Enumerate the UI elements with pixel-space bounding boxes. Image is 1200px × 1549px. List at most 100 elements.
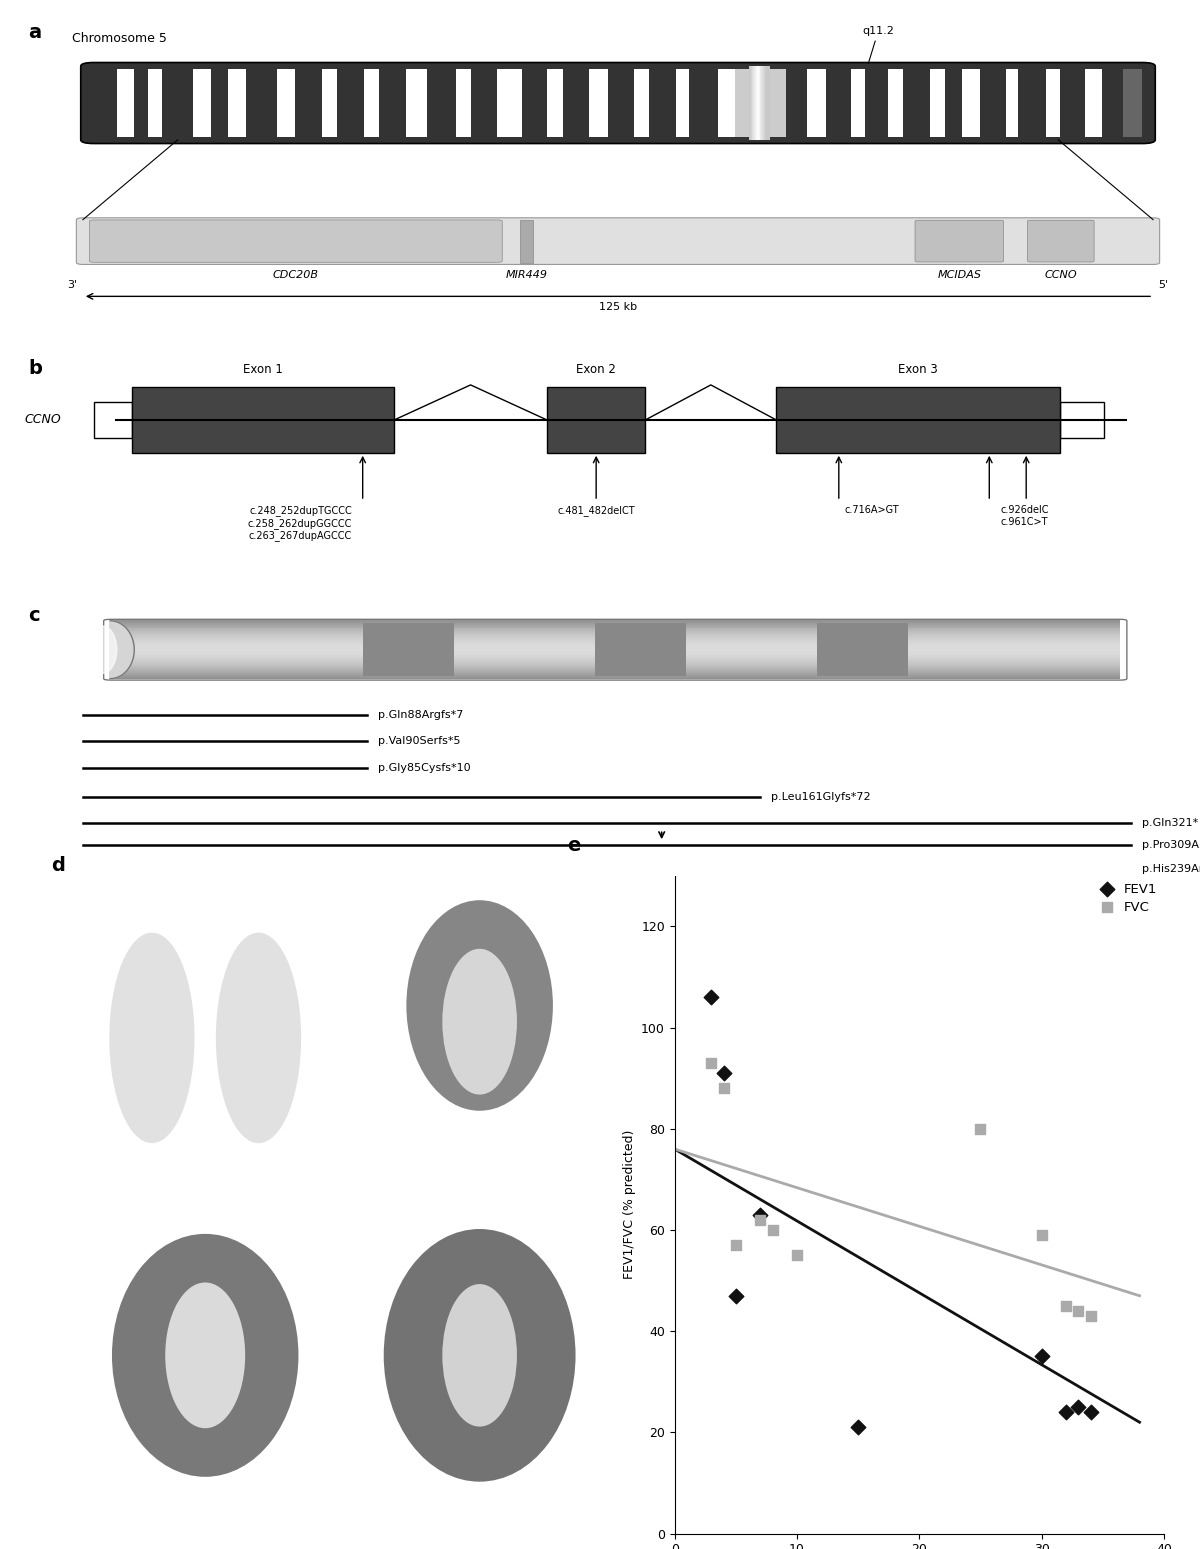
Text: OP-92II1: OP-92II1 xyxy=(80,1174,130,1187)
Bar xyxy=(770,68,786,138)
Bar xyxy=(472,68,498,138)
Bar xyxy=(649,68,676,138)
Bar xyxy=(295,68,323,138)
Text: CCNO: CCNO xyxy=(24,414,61,426)
Bar xyxy=(962,68,979,138)
Bar xyxy=(211,68,228,138)
Bar xyxy=(1045,68,1061,138)
FancyBboxPatch shape xyxy=(80,62,1156,144)
Bar xyxy=(766,67,770,139)
Point xyxy=(751,1202,770,1227)
Text: CCNO: CCNO xyxy=(1044,270,1078,280)
Point xyxy=(1069,1298,1088,1323)
Bar xyxy=(595,623,686,677)
Bar xyxy=(634,68,649,138)
Bar xyxy=(752,68,770,138)
Bar xyxy=(758,67,763,139)
Bar xyxy=(277,68,295,138)
Bar xyxy=(749,67,754,139)
Bar xyxy=(323,68,337,138)
Bar xyxy=(817,623,908,677)
Point xyxy=(763,1218,782,1242)
Text: Exon 1: Exon 1 xyxy=(244,362,283,376)
Bar xyxy=(379,68,407,138)
Bar xyxy=(904,68,930,138)
Text: c.248_252dupTGCCC
c.258_262dupGGCCC
c.263_267dupAGCCC: c.248_252dupTGCCC c.258_262dupGGCCC c.26… xyxy=(247,505,352,542)
Text: p.Gly85Cysfs*10: p.Gly85Cysfs*10 xyxy=(378,762,470,773)
Text: Chromosome 5: Chromosome 5 xyxy=(72,33,167,45)
Bar xyxy=(752,67,757,139)
Bar xyxy=(755,67,760,139)
Bar xyxy=(786,68,806,138)
Bar xyxy=(246,68,277,138)
Polygon shape xyxy=(102,626,116,674)
Bar xyxy=(979,68,1006,138)
Point xyxy=(1032,1345,1051,1369)
FancyBboxPatch shape xyxy=(1027,220,1094,262)
Legend: FEV1, FVC: FEV1, FVC xyxy=(1093,883,1158,914)
Text: p.His239Arg: p.His239Arg xyxy=(1142,864,1200,874)
Point xyxy=(726,1233,745,1258)
Point xyxy=(787,1242,806,1267)
Bar xyxy=(806,68,826,138)
Bar xyxy=(764,67,768,139)
Bar xyxy=(764,67,769,139)
Ellipse shape xyxy=(166,1283,245,1428)
Bar xyxy=(522,68,547,138)
Ellipse shape xyxy=(443,1284,517,1427)
Bar xyxy=(776,387,1061,452)
Bar xyxy=(132,387,394,452)
Bar xyxy=(826,68,851,138)
Bar xyxy=(1085,68,1103,138)
Ellipse shape xyxy=(112,1235,299,1476)
Text: d: d xyxy=(50,857,65,875)
FancyBboxPatch shape xyxy=(916,220,1003,262)
Ellipse shape xyxy=(109,932,194,1143)
Bar xyxy=(94,403,132,437)
Y-axis label: FEV1/FVC (% predicted): FEV1/FVC (% predicted) xyxy=(623,1131,636,1279)
Text: OP-857II1: OP-857II1 xyxy=(80,1507,137,1521)
Bar xyxy=(1061,403,1104,437)
Ellipse shape xyxy=(443,950,517,1095)
Bar xyxy=(930,68,946,138)
Point xyxy=(848,1414,868,1439)
Bar xyxy=(193,68,211,138)
Point xyxy=(702,985,721,1010)
Bar xyxy=(689,68,718,138)
Bar xyxy=(607,68,634,138)
Bar xyxy=(751,67,755,139)
Text: MCIDAS: MCIDAS xyxy=(937,270,982,280)
Bar xyxy=(1006,68,1019,138)
Text: c.926delC
c.961C>T: c.926delC c.961C>T xyxy=(1001,505,1049,527)
Bar xyxy=(751,67,756,139)
Bar xyxy=(760,67,764,139)
Bar xyxy=(1123,68,1142,138)
Text: c.716A>GT: c.716A>GT xyxy=(845,505,899,516)
Bar xyxy=(888,68,904,138)
Text: 3': 3' xyxy=(67,280,78,290)
Bar xyxy=(547,387,646,452)
Bar xyxy=(718,68,736,138)
Bar xyxy=(676,68,689,138)
Text: 125 kb: 125 kb xyxy=(599,302,637,313)
Bar xyxy=(456,68,472,138)
Bar xyxy=(1103,68,1123,138)
Ellipse shape xyxy=(216,932,301,1143)
Text: b: b xyxy=(29,359,42,378)
Bar xyxy=(427,68,456,138)
Bar xyxy=(407,68,427,138)
FancyBboxPatch shape xyxy=(90,220,503,262)
Bar xyxy=(362,623,454,677)
Bar xyxy=(851,68,865,138)
Text: CDC20B: CDC20B xyxy=(272,270,319,280)
Bar xyxy=(116,68,133,138)
Point xyxy=(971,1117,990,1142)
Bar xyxy=(946,68,962,138)
Point xyxy=(702,1050,721,1075)
Bar xyxy=(94,68,116,138)
Text: c.481_482delCT: c.481_482delCT xyxy=(557,505,635,516)
FancyBboxPatch shape xyxy=(77,218,1159,265)
Bar xyxy=(757,67,762,139)
Text: p.Pro309Argfs*17: p.Pro309Argfs*17 xyxy=(1142,840,1200,850)
Bar xyxy=(520,220,533,263)
